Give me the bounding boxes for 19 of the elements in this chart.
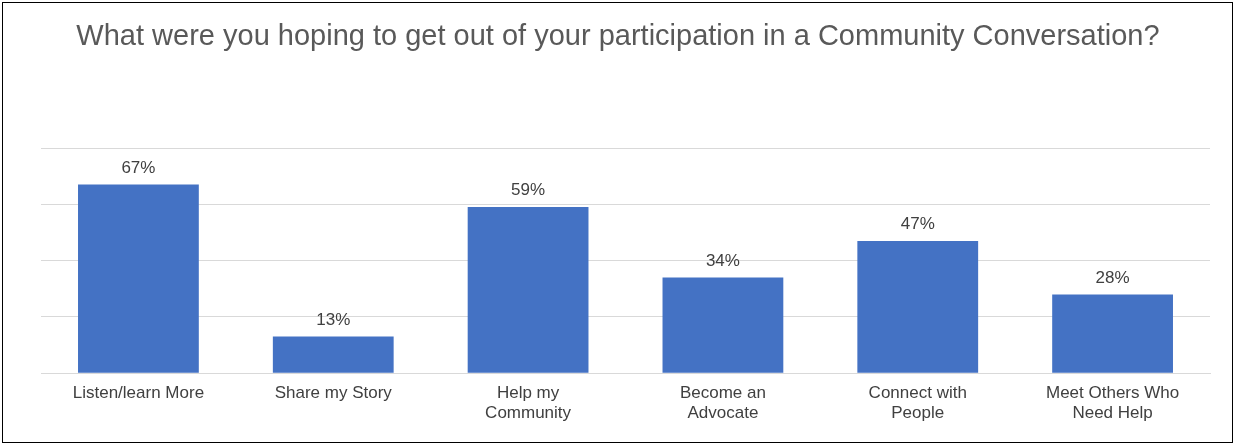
x-tick-label: Become an Advocate: [679, 383, 766, 423]
data-label: 47%: [900, 214, 935, 234]
data-label: 59%: [511, 180, 546, 200]
chart-title: What were you hoping to get out of your participation in a Community Conversation?: [75, 18, 1161, 53]
data-label: 13%: [316, 309, 351, 329]
x-tick-label: Listen/learn More: [72, 383, 205, 403]
bar: [78, 184, 199, 373]
x-tick-label: Share my Story: [274, 383, 393, 403]
bar: [467, 207, 589, 373]
data-label: 28%: [1095, 267, 1130, 287]
x-tick-label: Help my Community: [485, 383, 572, 423]
bar: [662, 277, 784, 373]
data-label: 34%: [705, 250, 740, 270]
x-tick-label: Meet Others Who Need Help: [1045, 383, 1180, 423]
bar: [272, 336, 394, 373]
data-label: 67%: [121, 157, 156, 177]
bar: [1052, 294, 1173, 373]
x-tick-label: Connect with People: [868, 383, 967, 423]
bar: [857, 240, 979, 373]
